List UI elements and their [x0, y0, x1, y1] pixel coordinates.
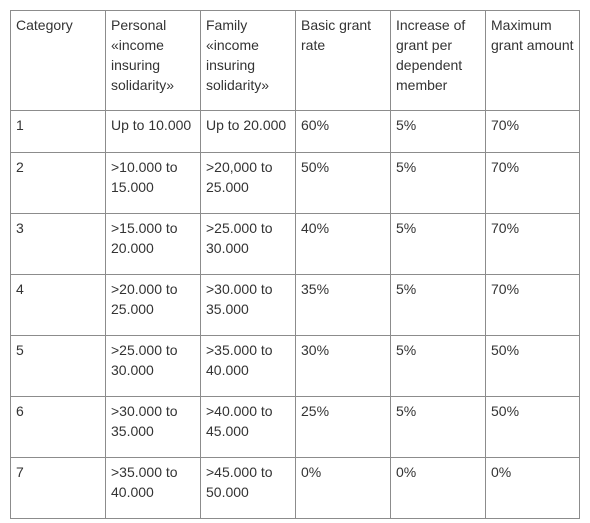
table-cell: 50% — [295, 152, 391, 214]
table-cell: >30.000 to 35.000 — [105, 396, 201, 458]
header-basic-grant-rate: Basic grant rate — [295, 10, 391, 111]
table-cell: >45.000 to 50.000 — [200, 457, 296, 519]
header-personal-income: Personal «income insuring solidarity» — [105, 10, 201, 111]
table-row: 2 >10.000 to 15.000 >20,000 to 25.000 50… — [10, 152, 580, 214]
header-maximum-grant: Maximum grant amount — [485, 10, 580, 111]
table-cell: 5% — [390, 110, 486, 153]
header-category: Category — [10, 10, 106, 111]
table-cell: 70% — [485, 152, 580, 214]
table-cell: 30% — [295, 335, 391, 397]
table-cell: 70% — [485, 274, 580, 336]
header-family-income: Family «income insuring solidarity» — [200, 10, 296, 111]
grant-categories-table: Category Personal «income insuring solid… — [10, 10, 580, 519]
table-cell: >25.000 to 30.000 — [200, 213, 296, 275]
table-cell: 3 — [10, 213, 106, 275]
table-cell: 2 — [10, 152, 106, 214]
table-row: 1 Up to 10.000 Up to 20.000 60% 5% 70% — [10, 110, 580, 153]
table-row: 3 >15.000 to 20.000 >25.000 to 30.000 40… — [10, 213, 580, 275]
table-cell: 0% — [485, 457, 580, 519]
table-cell: Up to 10.000 — [105, 110, 201, 153]
table-cell: Up to 20.000 — [200, 110, 296, 153]
table-cell: >15.000 to 20.000 — [105, 213, 201, 275]
header-increase-per-member: Increase of grant per dependent member — [390, 10, 486, 111]
table-cell: 4 — [10, 274, 106, 336]
table-row: 5 >25.000 to 30.000 >35.000 to 40.000 30… — [10, 335, 580, 397]
table-cell: >20,000 to 25.000 — [200, 152, 296, 214]
table-cell: 5% — [390, 396, 486, 458]
table-cell: >35.000 to 40.000 — [200, 335, 296, 397]
table-cell: 5 — [10, 335, 106, 397]
table-cell: 7 — [10, 457, 106, 519]
table-row: 7 >35.000 to 40.000 >45.000 to 50.000 0%… — [10, 457, 580, 519]
table-cell: >40.000 to 45.000 — [200, 396, 296, 458]
table-cell: >20.000 to 25.000 — [105, 274, 201, 336]
table-cell: 25% — [295, 396, 391, 458]
table-cell: >35.000 to 40.000 — [105, 457, 201, 519]
table-cell: 6 — [10, 396, 106, 458]
table-header-row: Category Personal «income insuring solid… — [10, 10, 580, 111]
table-cell: >10.000 to 15.000 — [105, 152, 201, 214]
table-cell: 5% — [390, 274, 486, 336]
table-cell: 60% — [295, 110, 391, 153]
table-cell: 70% — [485, 110, 580, 153]
table-cell: 50% — [485, 396, 580, 458]
table-cell: 50% — [485, 335, 580, 397]
table-row: 6 >30.000 to 35.000 >40.000 to 45.000 25… — [10, 396, 580, 458]
table-cell: 0% — [390, 457, 486, 519]
table-cell: 40% — [295, 213, 391, 275]
table-cell: 5% — [390, 335, 486, 397]
table-cell: >30.000 to 35.000 — [200, 274, 296, 336]
table-cell: 5% — [390, 213, 486, 275]
table-cell: 35% — [295, 274, 391, 336]
table-cell: 1 — [10, 110, 106, 153]
table-cell: 0% — [295, 457, 391, 519]
table-cell: >25.000 to 30.000 — [105, 335, 201, 397]
table-cell: 5% — [390, 152, 486, 214]
table-row: 4 >20.000 to 25.000 >30.000 to 35.000 35… — [10, 274, 580, 336]
table-cell: 70% — [485, 213, 580, 275]
